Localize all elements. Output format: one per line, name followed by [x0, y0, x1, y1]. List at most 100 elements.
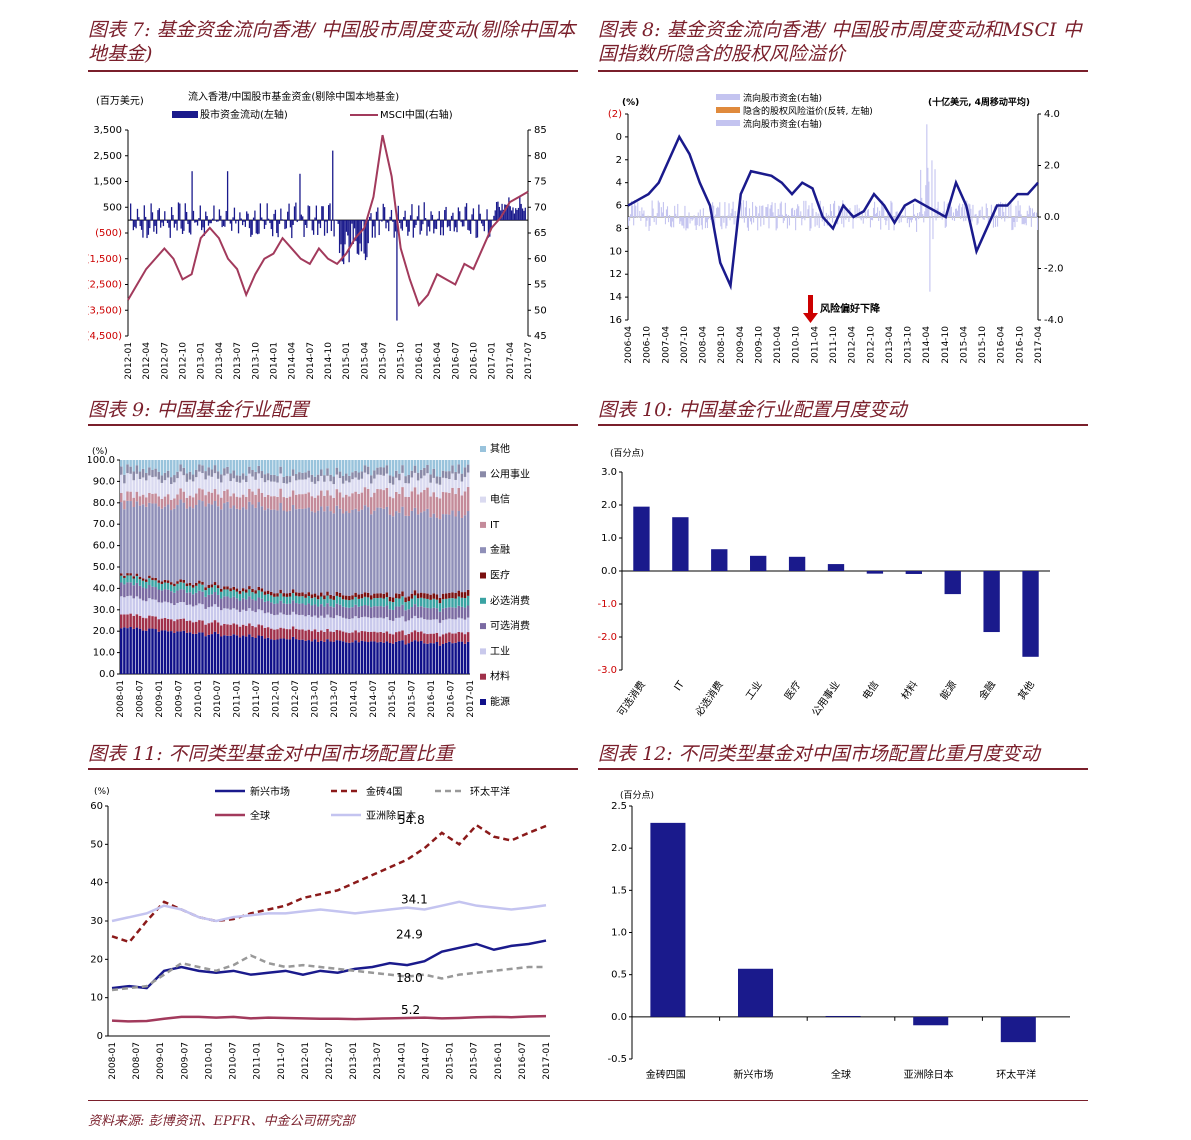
flow-bar — [483, 220, 485, 232]
unit-label: (百分点) — [610, 448, 644, 459]
stack-segment — [348, 607, 351, 619]
flow-area-bar — [863, 217, 865, 219]
flow-bar — [397, 205, 399, 221]
stack-segment — [435, 497, 439, 518]
stack-segment-other — [257, 460, 260, 466]
stack-segment — [298, 479, 301, 495]
legend-swatch — [480, 521, 486, 528]
stack-segment — [157, 619, 160, 632]
stack-segment — [429, 594, 432, 600]
y-tick-label-left: (3,500) — [88, 305, 122, 316]
flow-bar — [296, 220, 298, 223]
stack-segment — [120, 492, 123, 503]
stack-segment — [463, 598, 467, 608]
stack-segment-other — [138, 460, 142, 472]
flow-area-bar — [882, 201, 884, 217]
flow-bar — [422, 220, 424, 225]
stack-segment — [132, 628, 135, 674]
flow-bar — [332, 150, 334, 221]
stack-segment — [410, 618, 414, 633]
stack-segment — [326, 614, 329, 630]
stack-segment — [254, 600, 257, 613]
stack-segment — [151, 580, 154, 587]
x-tick-label: 电信 — [859, 678, 881, 702]
flow-bar — [456, 220, 458, 233]
stack-segment — [420, 592, 423, 598]
stack-segment — [166, 618, 170, 632]
flow-bar — [352, 220, 354, 245]
stack-segment — [345, 632, 348, 643]
flow-bar — [206, 216, 208, 221]
stack-segment — [245, 610, 248, 626]
stack-segment — [298, 639, 301, 674]
flow-area-bar — [866, 210, 868, 217]
stack-segment — [201, 604, 204, 621]
stack-segment — [376, 474, 379, 490]
stack-segment — [466, 464, 470, 473]
flow-area-bar — [684, 205, 686, 217]
stack-segment — [138, 471, 142, 480]
stack-segment — [298, 508, 301, 593]
stack-segment — [448, 479, 451, 493]
stack-segment — [220, 482, 223, 498]
chart12-title: 图表 12: 不同类型基金对中国市场配置比重月度变动 — [598, 743, 1040, 765]
stack-segment — [229, 496, 232, 509]
stack-segment — [401, 640, 404, 674]
stack-segment — [348, 475, 351, 483]
flow-area-bar — [963, 217, 965, 222]
stack-segment — [326, 595, 329, 604]
stack-segment — [223, 586, 226, 590]
stack-segment — [241, 609, 245, 625]
stack-segment — [404, 644, 407, 674]
stack-segment — [298, 494, 301, 509]
flow-area-bar — [647, 215, 649, 217]
flow-bar — [329, 203, 331, 221]
stack-segment — [188, 620, 192, 633]
stack-segment — [198, 620, 201, 633]
stack-segment — [385, 641, 389, 674]
stack-segment-other — [266, 460, 270, 474]
stack-segment — [191, 481, 195, 498]
stack-segment — [213, 489, 217, 502]
stack-segment — [423, 475, 426, 490]
stack-segment — [429, 643, 432, 674]
flow-area-bar — [847, 215, 849, 217]
flow-area-bar — [794, 210, 796, 217]
flow-area-bar — [1016, 217, 1018, 222]
stack-segment-other — [360, 460, 364, 472]
stack-segment — [332, 476, 335, 485]
stack-segment — [223, 503, 226, 587]
stack-segment-other — [335, 460, 339, 468]
stack-segment — [229, 473, 232, 482]
stack-segment-other — [245, 460, 248, 476]
flow-area-bar — [640, 217, 642, 221]
stack-segment — [279, 488, 282, 504]
flow-bar — [325, 220, 327, 222]
stack-segment — [232, 505, 235, 587]
data-label: 18.0 — [396, 971, 423, 985]
stack-segment — [341, 483, 345, 498]
flow-area-bar — [912, 203, 915, 217]
stack-segment — [429, 496, 432, 518]
stack-segment-other — [170, 460, 173, 478]
stack-segment — [373, 631, 376, 642]
stack-segment — [448, 632, 451, 642]
flow-bar — [453, 220, 455, 232]
stack-segment — [138, 576, 142, 580]
stack-segment — [170, 603, 173, 620]
stack-segment — [360, 471, 364, 479]
flow-area-bar — [749, 217, 752, 222]
stack-segment — [304, 640, 307, 674]
flow-bar — [183, 220, 185, 231]
y-tick-label-right: -2.0 — [1044, 264, 1064, 275]
flow-bar — [164, 211, 166, 221]
stack-segment — [270, 591, 273, 596]
x-tick-label: 2015-07 — [379, 342, 389, 380]
stack-segment — [451, 510, 454, 593]
flow-area-bar — [722, 215, 724, 217]
stack-segment — [276, 593, 279, 597]
stack-segment — [413, 595, 417, 605]
flow-bar — [198, 218, 200, 221]
flow-area-bar — [961, 207, 963, 217]
stack-segment-other — [404, 460, 407, 477]
